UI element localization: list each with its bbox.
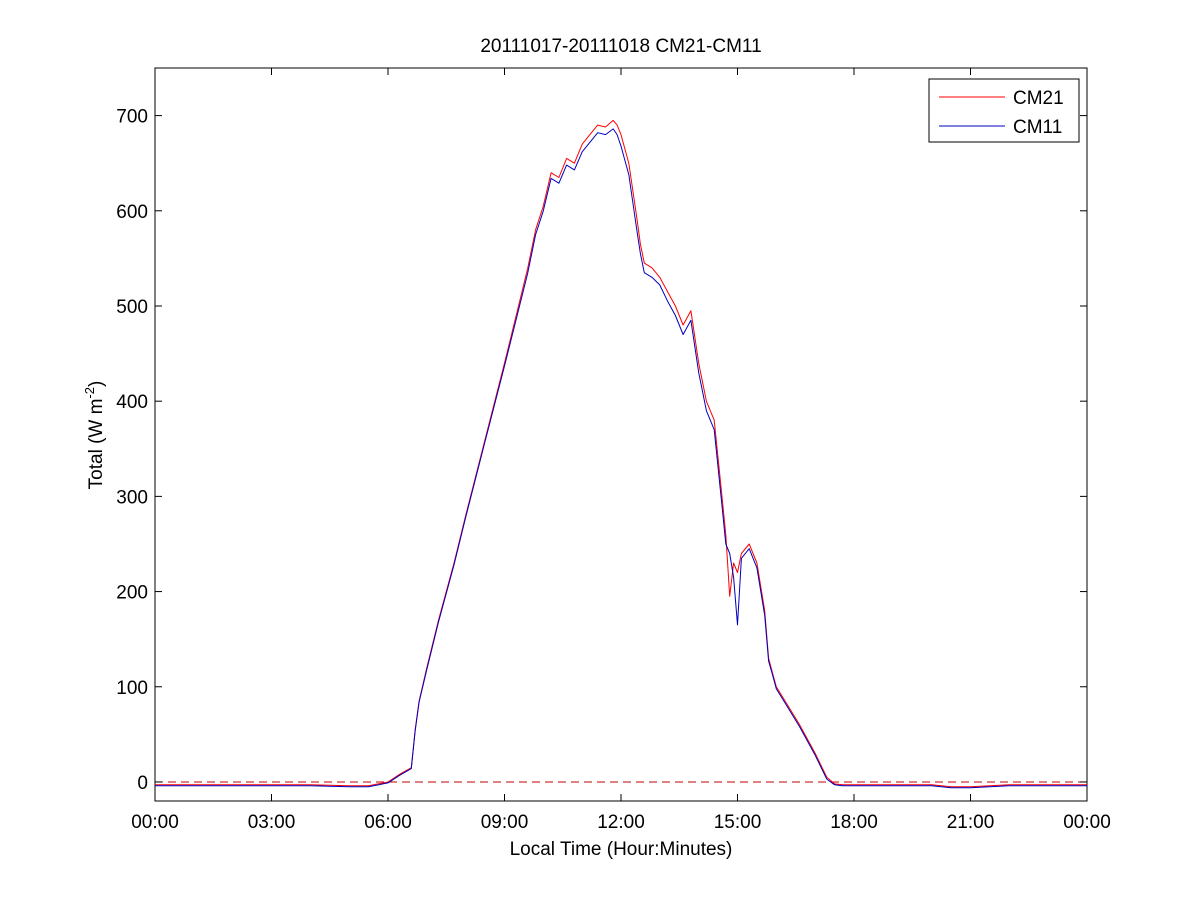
x-axis-label: Local Time (Hour:Minutes) <box>510 839 733 860</box>
x-tick-label: 21:00 <box>947 812 995 833</box>
legend-items: CM21 CM11 <box>939 88 1064 138</box>
y-tick-label: 300 <box>116 487 148 508</box>
y-tick-label: 0 <box>137 773 148 794</box>
y-axis-label-main: Total (W m <box>86 399 107 490</box>
x-tick-label: 18:00 <box>830 812 878 833</box>
axes-box <box>154 67 1088 802</box>
y-tick-label: 600 <box>116 202 148 223</box>
y-tick-label: 100 <box>116 678 148 699</box>
x-tick-label: 00:00 <box>1063 812 1111 833</box>
plot-area: 00:00 03:00 06:00 09:00 12:00 15:00 18:00 21:00… <box>116 67 1111 833</box>
x-tick-label: 06:00 <box>364 812 412 833</box>
y-axis-label-close: ) <box>86 381 107 387</box>
legend-label-cm21: CM21 <box>1013 88 1064 109</box>
chart-title: 20111017-20111018 CM21-CM11 <box>480 36 761 57</box>
y-tick-label: 500 <box>116 297 148 318</box>
x-tick-label: 00:00 <box>131 812 179 833</box>
legend: CM21 CM11 <box>928 78 1080 143</box>
x-tick-label: 09:00 <box>481 812 529 833</box>
y-axis-label-superscript: -2 <box>82 387 97 399</box>
legend-box <box>928 78 1080 143</box>
x-tick-label: 03:00 <box>248 812 296 833</box>
y-tick-label: 200 <box>116 583 148 604</box>
y-tick-label: 700 <box>116 107 148 128</box>
y-axis-ticks: 0 100 200 300 400 500 600 700 <box>116 107 1087 794</box>
series-group <box>155 119 1087 789</box>
x-tick-label: 12:00 <box>597 812 645 833</box>
y-tick-label: 400 <box>116 392 148 413</box>
series-line-cm11 <box>155 128 1087 789</box>
x-tick-label: 15:00 <box>714 812 762 833</box>
y-axis-label: Total (W m-2) <box>82 381 107 490</box>
legend-label-cm11: CM11 <box>1013 117 1062 138</box>
x-axis-ticks: 00:00 03:00 06:00 09:00 12:00 15:00 18:00 21:00… <box>131 68 1111 833</box>
